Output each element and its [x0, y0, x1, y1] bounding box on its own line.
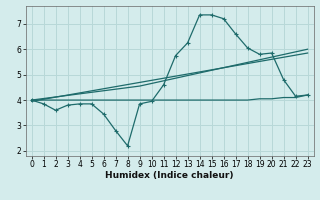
- X-axis label: Humidex (Indice chaleur): Humidex (Indice chaleur): [105, 171, 234, 180]
